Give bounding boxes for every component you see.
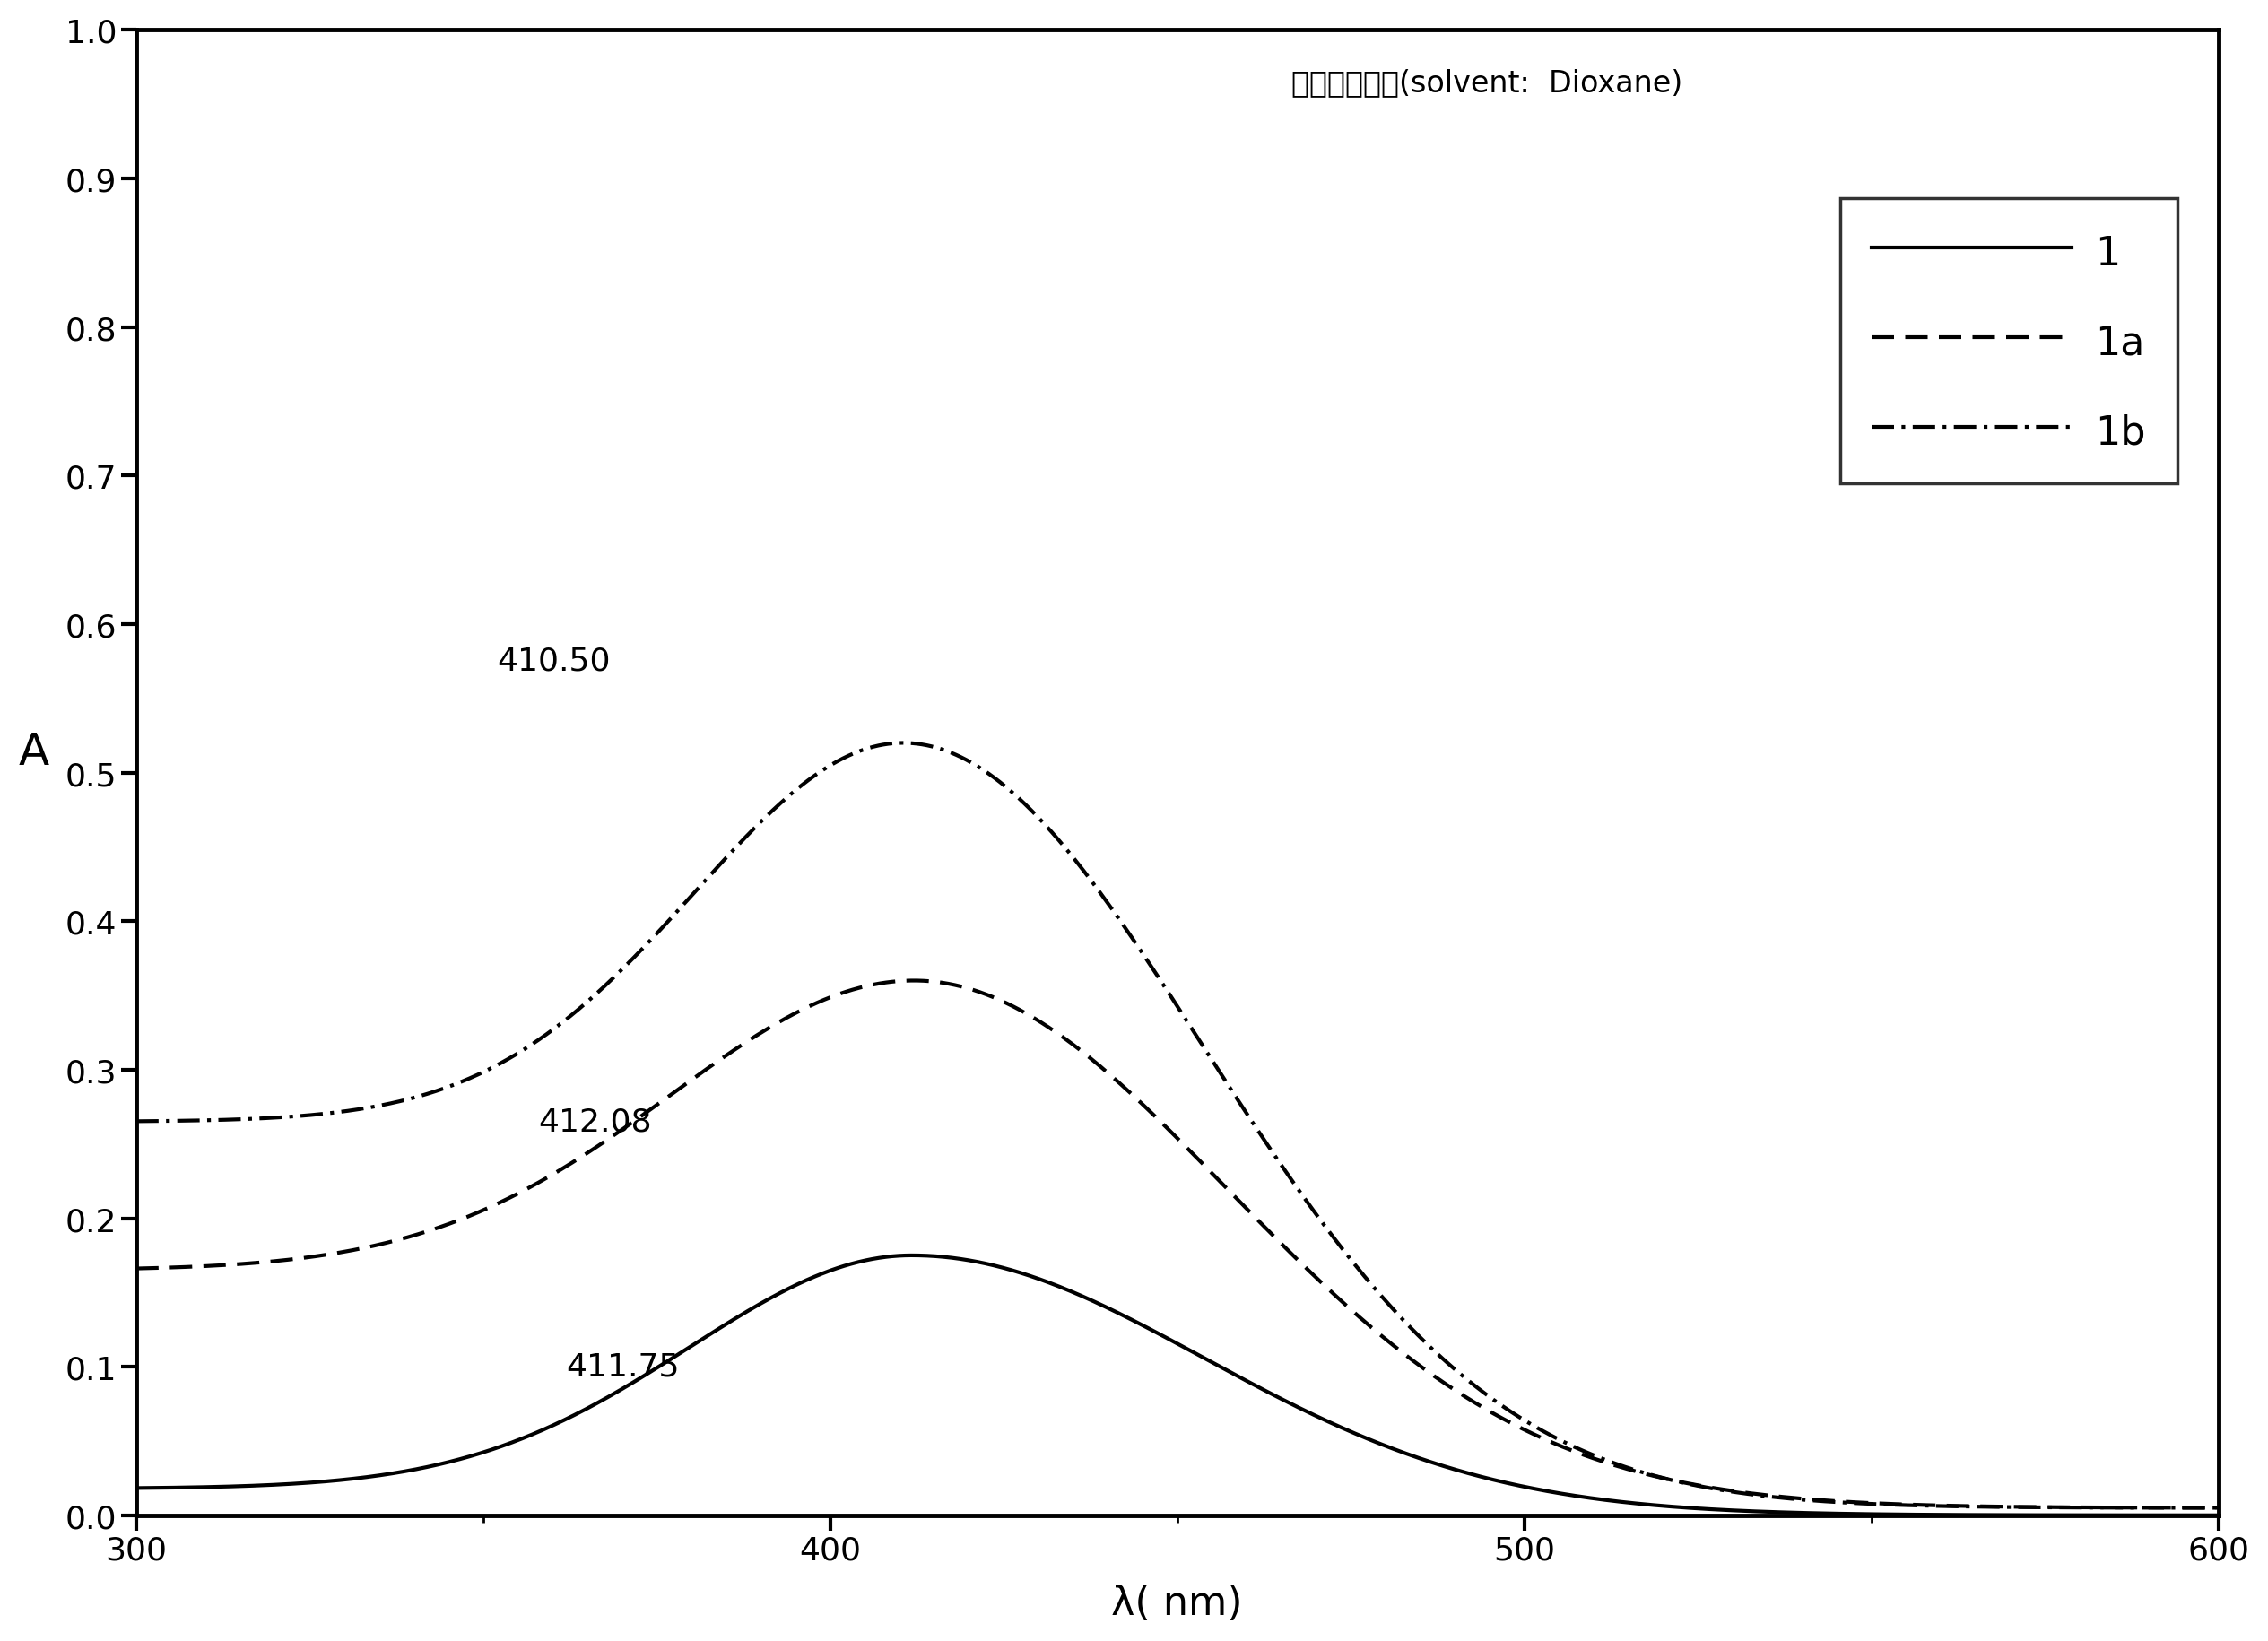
Text: 412.08: 412.08 [540,1106,653,1137]
X-axis label: λ( nm): λ( nm) [1111,1584,1243,1623]
Text: 410.50: 410.50 [497,647,610,676]
Legend: 1, 1a, 1b: 1, 1a, 1b [1839,199,2177,484]
Text: 溶剂：二四烷(solvent:  Dioxane): 溶剂：二四烷(solvent: Dioxane) [1293,67,1683,97]
Y-axis label: A: A [18,730,50,773]
Text: 411.75: 411.75 [567,1351,680,1382]
